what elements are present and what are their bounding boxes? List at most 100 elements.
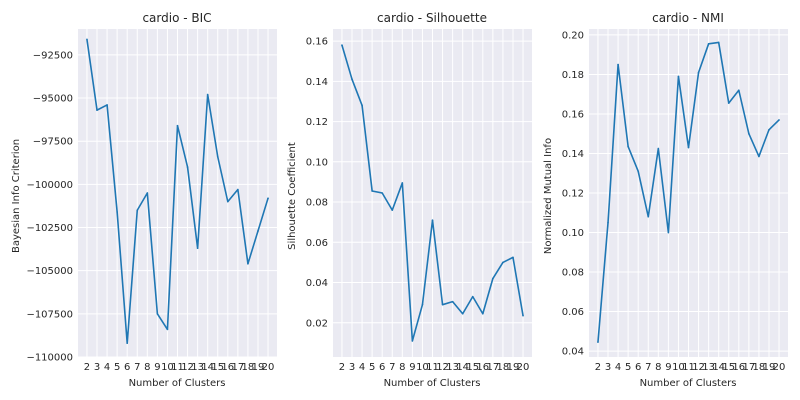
- bic-x-tick-label: 6: [124, 362, 130, 373]
- nmi-data-point: [647, 215, 650, 218]
- bic-data-point: [237, 188, 239, 191]
- bic-data-point: [247, 262, 249, 265]
- silhouette-data-point: [351, 78, 353, 81]
- silhouette-x-tick-label: 20: [517, 362, 530, 373]
- nmi-y-tick-label: 0.04: [562, 347, 584, 358]
- bic-x-tick-label: 3: [94, 362, 100, 373]
- silhouette-x-tick-label: 11: [426, 362, 439, 373]
- nmi-y-axis-label: Normalized Mutual Info: [543, 138, 554, 254]
- bic-data-point: [116, 211, 118, 213]
- bic-y-tick-label: −97500: [33, 137, 73, 148]
- nmi-x-tick-label: 18: [753, 362, 766, 373]
- silhouette-x-tick-label: 19: [507, 362, 520, 373]
- bic-x-tick-label: 9: [154, 362, 160, 373]
- nmi-x-tick-label: 13: [702, 362, 715, 373]
- silhouette-x-tick-label: 10: [416, 362, 429, 373]
- silhouette-data-point: [431, 219, 434, 221]
- silhouette-data-point: [371, 190, 373, 192]
- bic-data-point: [257, 230, 259, 232]
- silhouette-y-tick-label: 0.10: [306, 157, 328, 168]
- bic-y-tick-label: −92500: [33, 50, 73, 61]
- nmi-y-tick-label: 0.08: [562, 268, 584, 279]
- silhouette-data-point: [381, 192, 383, 194]
- silhouette-y-tick-label: 0.16: [306, 37, 328, 48]
- nmi-x-tick-label: 12: [692, 362, 705, 373]
- nmi-data-point: [738, 89, 740, 92]
- bic-x-tick-label: 8: [144, 362, 150, 373]
- silhouette-x-tick-label: 13: [446, 362, 459, 373]
- nmi-x-tick-label: 4: [615, 362, 621, 373]
- nmi-x-tick-label: 8: [655, 362, 661, 373]
- nmi-data-point: [707, 43, 710, 45]
- nmi-x-tick-label: 2: [595, 362, 601, 373]
- silhouette-y-tick-label: 0.12: [306, 117, 328, 128]
- bic-data-point: [186, 166, 189, 168]
- nmi-data-point: [637, 170, 639, 173]
- nmi-y-tick-label: 0.18: [562, 70, 584, 81]
- nmi-x-tick-label: 15: [722, 362, 735, 373]
- bic-x-tick-label: 20: [262, 362, 275, 373]
- silhouette-data-point: [401, 182, 404, 184]
- silhouette-data-point: [361, 104, 363, 107]
- bic-y-tick-label: −110000: [26, 353, 73, 364]
- bic-x-tick-label: 18: [242, 362, 255, 373]
- nmi-x-tick-label: 17: [742, 362, 755, 373]
- silhouette-x-tick-label: 9: [409, 362, 415, 373]
- bic-data-point: [176, 124, 179, 127]
- bic-x-tick-label: 11: [171, 362, 184, 373]
- bic-x-axis-label: Number of Clusters: [129, 378, 226, 389]
- silhouette-data-point: [492, 277, 494, 280]
- silhouette-data-point: [391, 209, 394, 211]
- silhouette-x-axis-label: Number of Clusters: [384, 378, 481, 389]
- nmi-data-point: [607, 221, 609, 224]
- nmi-y-tick-label: 0.14: [562, 149, 584, 160]
- silhouette-x-tick-label: 4: [359, 362, 365, 373]
- bic-data-point: [267, 197, 269, 199]
- silhouette-x-tick-label: 15: [466, 362, 479, 373]
- bic-x-tick-label: 7: [134, 362, 140, 373]
- bic-chart-title: cardio - BIC: [142, 11, 211, 25]
- nmi-data-point: [597, 341, 599, 343]
- bic-y-tick-label: −100000: [26, 180, 73, 191]
- silhouette-x-tick-label: 2: [339, 362, 345, 373]
- silhouette-x-tick-label: 14: [456, 362, 469, 373]
- silhouette-data-point: [421, 303, 424, 306]
- nmi-x-tick-label: 10: [672, 362, 685, 373]
- nmi-x-tick-label: 16: [732, 362, 745, 373]
- nmi-data-point: [677, 75, 680, 78]
- silhouette-data-point: [522, 314, 524, 317]
- bic-y-axis-label: Bayesian Info Criterion: [11, 139, 22, 253]
- nmi-data-point: [667, 231, 670, 234]
- nmi-x-tick-label: 5: [625, 362, 631, 373]
- silhouette-data-point: [451, 300, 454, 303]
- silhouette-x-tick-label: 7: [389, 362, 395, 373]
- silhouette-data-point: [471, 295, 474, 298]
- nmi-data-point: [768, 128, 770, 131]
- bic-chart: cardio - BIC Number of Clusters Bayesian…: [11, 11, 277, 389]
- bic-x-tick-label: 13: [191, 362, 204, 373]
- bic-x-tick-label: 17: [231, 362, 244, 373]
- nmi-data-point: [617, 63, 619, 66]
- nmi-y-tick-label: 0.12: [562, 189, 584, 200]
- nmi-x-tick-label: 11: [682, 362, 695, 373]
- silhouette-data-point: [461, 312, 464, 315]
- silhouette-data-point: [512, 256, 514, 259]
- nmi-x-tick-label: 7: [645, 362, 651, 373]
- nmi-y-tick-label: 0.20: [562, 30, 584, 41]
- silhouette-y-axis-label: Silhouette Coefficient: [287, 142, 298, 250]
- bic-y-tick-label: −107500: [26, 309, 73, 320]
- bic-data-point: [227, 200, 229, 203]
- silhouette-y-tick-label: 0.06: [306, 238, 328, 249]
- bic-data-point: [166, 328, 169, 331]
- silhouette-x-tick-label: 3: [349, 362, 355, 373]
- nmi-data-point: [687, 146, 690, 149]
- nmi-y-tick-label: 0.16: [562, 109, 584, 120]
- bic-x-tick-label: 10: [161, 362, 174, 373]
- silhouette-data-point: [482, 312, 484, 315]
- silhouette-x-tick-label: 6: [379, 362, 385, 373]
- silhouette-y-tick-label: 0.02: [306, 318, 328, 329]
- silhouette-x-tick-label: 12: [436, 362, 449, 373]
- nmi-data-point: [657, 147, 660, 150]
- silhouette-y-tick-label: 0.14: [306, 77, 328, 88]
